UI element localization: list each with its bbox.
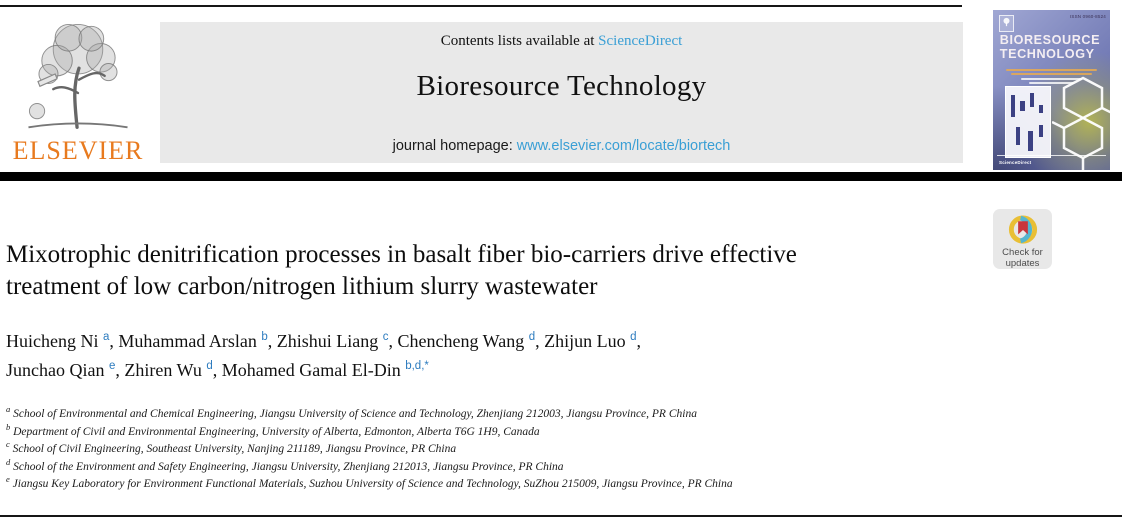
bottom-rule [0,515,1122,517]
elsevier-logo: ELSEVIER [2,13,154,166]
affiliation-row: b Department of Civil and Environmental … [6,421,540,438]
affiliation-row: e Jiangsu Key Laboratory for Environment… [6,474,733,491]
homepage-line: journal homepage: www.elsevier.com/locat… [160,138,963,154]
affiliation-row: d School of the Environment and Safety E… [6,456,564,473]
cover-issn: ISSN 0960-8524 [1069,14,1106,19]
cover-sciencedirect-label: ScienceDirect [999,160,1032,165]
contents-line: Contents lists available at ScienceDirec… [160,33,963,50]
cover-keywords [993,66,1110,84]
author: Zhijun Luo d, [544,331,642,351]
author: Junchao Qian e, [6,360,120,380]
contents-prefix: Contents lists available at [440,33,595,49]
affiliation-row: c School of Civil Engineering, Southeast… [6,439,457,456]
author: Zhiren Wu d, [124,360,218,380]
sciencedirect-link[interactable]: ScienceDirect [598,33,683,49]
affiliation-row: a School of Environmental and Chemical E… [6,404,697,420]
author: Zhishui Liang c, [276,331,394,351]
homepage-prefix: journal homepage: [392,138,513,154]
cover-figure [1005,86,1051,158]
journal-title: Bioresource Technology [416,70,707,102]
elsevier-tree-icon [28,23,128,129]
cover-footer-line [997,155,1106,156]
top-rule [0,5,962,7]
author: Mohamed Gamal El-Din b,d,* [221,360,429,380]
journal-cover-thumbnail[interactable]: ISSN 0960-8524 BIORESOURCE TECHNOLOGY [993,10,1110,170]
cover-elsevier-mini-logo [999,15,1014,32]
cover-molecule-icon [1052,76,1110,170]
header-divider-bar [0,172,1122,181]
homepage-link[interactable]: www.elsevier.com/locate/biortech [516,138,731,154]
journal-header-box: Contents lists available at ScienceDirec… [160,22,963,163]
elsevier-wordmark: ELSEVIER [12,136,144,165]
author: Muhammad Arslan b, [118,331,273,351]
check-for-updates-icon [1008,215,1037,244]
author-line: Huicheng Ni a, Muhammad Arslan b, Zhishu… [6,327,916,385]
check-for-updates-badge[interactable]: Check for updates [993,209,1052,269]
check-for-updates-label: Check for updates [1002,247,1043,269]
article-title: Mixotrophic denitrification processes in… [6,241,797,300]
cover-title: BIORESOURCE TECHNOLOGY [999,32,1101,61]
affiliation-list: a School of Environmental and Chemical E… [6,404,1016,494]
author: Huicheng Ni a, [6,331,114,351]
author: Chencheng Wang d, [397,331,540,351]
